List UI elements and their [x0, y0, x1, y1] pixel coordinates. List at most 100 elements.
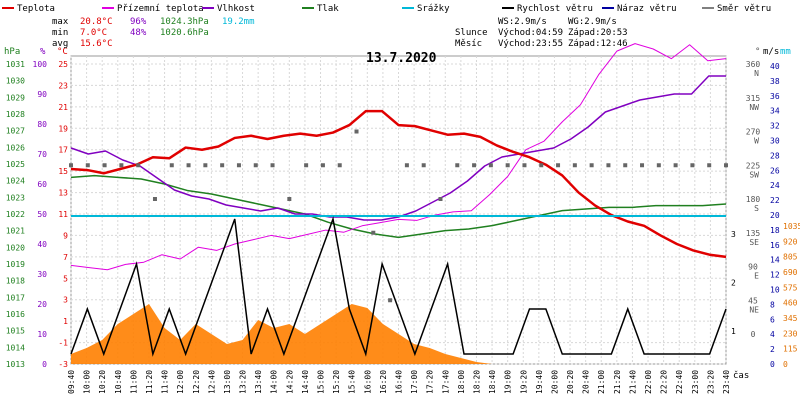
- stats-min-hum: 48%: [130, 28, 147, 38]
- hpa-tick-label: 1018: [6, 277, 25, 286]
- wind-speed-line: [70, 216, 727, 357]
- hpa-tick-label: 1031: [6, 60, 25, 69]
- hpa-tick-label: 1028: [6, 110, 25, 119]
- rain-tick-label: 345: [783, 314, 798, 323]
- x-tick-label: 11:20: [145, 370, 154, 394]
- hpa-tick-label: 1019: [6, 260, 25, 269]
- wind2-tick-label: 8: [770, 300, 775, 309]
- celsius-tick-label: 7: [63, 253, 68, 262]
- wind2-tick-label: 20: [770, 211, 780, 220]
- temperature-line: [70, 109, 727, 259]
- x-tick-label: 22:00: [644, 370, 653, 394]
- percent-tick-label: 70: [37, 150, 47, 159]
- wind-tick-label: 2: [731, 279, 736, 288]
- wind-direction-point: [656, 163, 661, 168]
- wind-direction-point: [203, 163, 208, 168]
- stats-min-label: min: [52, 28, 68, 38]
- x-tick-label: 10:40: [114, 370, 123, 394]
- x-tick-label: 13:00: [223, 370, 232, 394]
- hpa-tick-label: 1023: [6, 193, 25, 202]
- x-tick-label: 18:00: [457, 370, 466, 394]
- wind2-tick-label: 12: [770, 271, 780, 280]
- stats-max-press: 1024.3hPa: [160, 17, 209, 27]
- chart-title: 13.7.2020: [366, 51, 437, 66]
- wind2-tick-label: 38: [770, 77, 780, 86]
- stats-min-press: 1020.6hPa: [160, 28, 209, 38]
- hpa-tick-label: 1026: [6, 143, 25, 152]
- x-tick-label: 22:40: [675, 370, 684, 394]
- legend-label: Srážky: [417, 4, 450, 14]
- wind-direction-point: [102, 163, 107, 168]
- wind2-unit-label: m/s: [763, 47, 779, 57]
- wind2-tick-label: 14: [770, 256, 780, 265]
- percent-unit-label: %: [40, 47, 46, 57]
- x-tick-label: 17:40: [441, 370, 450, 394]
- x-tick-label: 16:20: [379, 370, 388, 394]
- sun-intensity-fill: [71, 304, 726, 364]
- direction-tick-label: 90: [748, 263, 758, 272]
- percent-tick-label: 100: [33, 60, 48, 69]
- hpa-tick-label: 1025: [6, 160, 25, 169]
- wind2-tick-label: 34: [770, 107, 780, 116]
- wind-direction-point: [337, 163, 342, 168]
- x-tick-label: 15:20: [332, 370, 341, 394]
- stats-max-temp: 20.8°C: [80, 17, 113, 27]
- wind2-tick-label: 36: [770, 92, 780, 101]
- x-tick-label: 09:40: [67, 370, 76, 394]
- hpa-tick-label: 1021: [6, 227, 25, 236]
- wind-direction-point: [354, 129, 359, 134]
- x-tick-label: 23:40: [722, 370, 731, 394]
- wind-direction-point: [236, 163, 241, 168]
- stats-avg-label: avg: [52, 39, 68, 49]
- rain-tick-label: 690: [783, 268, 798, 277]
- wind-direction-point: [455, 163, 460, 168]
- hpa-tick-label: 1013: [6, 360, 25, 369]
- x-tick-label: 20:00: [550, 370, 559, 394]
- wind2-tick-label: 32: [770, 122, 780, 131]
- celsius-tick-label: -3: [58, 360, 68, 369]
- wind-ws: WS:2.9m/s: [498, 17, 547, 27]
- wind2-tick-label: 0: [770, 360, 775, 369]
- celsius-tick-label: 25: [58, 60, 68, 69]
- legend-label: Přízemní teplota: [117, 4, 204, 14]
- celsius-tick-label: 11: [58, 210, 68, 219]
- rain-tick-label: 805: [783, 253, 798, 262]
- rain-tick-label: 115: [783, 345, 798, 354]
- wind-direction-point: [421, 163, 426, 168]
- celsius-tick-label: 5: [63, 274, 68, 283]
- x-tick-label: 12:40: [207, 370, 216, 394]
- direction-name-label: S: [754, 204, 759, 213]
- wind-direction-point: [152, 197, 157, 201]
- hpa-tick-label: 1022: [6, 210, 25, 219]
- x-tick-label: 17:20: [426, 370, 435, 394]
- wind-direction-point: [304, 163, 309, 168]
- direction-name-label: W: [754, 137, 759, 146]
- ground-temp-line: [70, 43, 727, 271]
- x-tick-label: 14:40: [301, 370, 310, 394]
- legend-label: Tlak: [317, 4, 339, 14]
- direction-name-label: SW: [749, 170, 759, 179]
- legend: Teplota Přízemní teplota Vlhkost Tlak Srážky…: [2, 4, 771, 14]
- wind-direction-point: [388, 298, 393, 303]
- rain-tick-label: 0: [783, 360, 788, 369]
- percent-tick-label: 60: [37, 180, 47, 189]
- wind-direction-point: [220, 163, 225, 168]
- wind-direction-point: [169, 163, 174, 168]
- legend-label: Rychlost větru: [517, 4, 593, 14]
- x-tick-label: 19:00: [504, 370, 513, 394]
- x-tick-label: 12:20: [192, 370, 201, 394]
- percent-tick-label: 40: [37, 240, 47, 249]
- sun-label: Slunce: [455, 28, 488, 38]
- moon-rise: Východ:23:55: [498, 39, 563, 49]
- stats-avg-temp: 15.6°C: [80, 39, 113, 49]
- wind2-tick-label: 22: [770, 196, 780, 205]
- direction-tick-label: 225: [746, 161, 761, 170]
- hpa-tick-label: 1015: [6, 327, 25, 336]
- x-tick-label: 15:00: [317, 370, 326, 394]
- hpa-unit-label: hPa: [4, 47, 20, 57]
- wind-direction-point: [404, 163, 409, 168]
- pressure-line: [70, 174, 727, 239]
- direction-name-label: E: [754, 272, 759, 281]
- x-tick-label: 14:20: [285, 370, 294, 394]
